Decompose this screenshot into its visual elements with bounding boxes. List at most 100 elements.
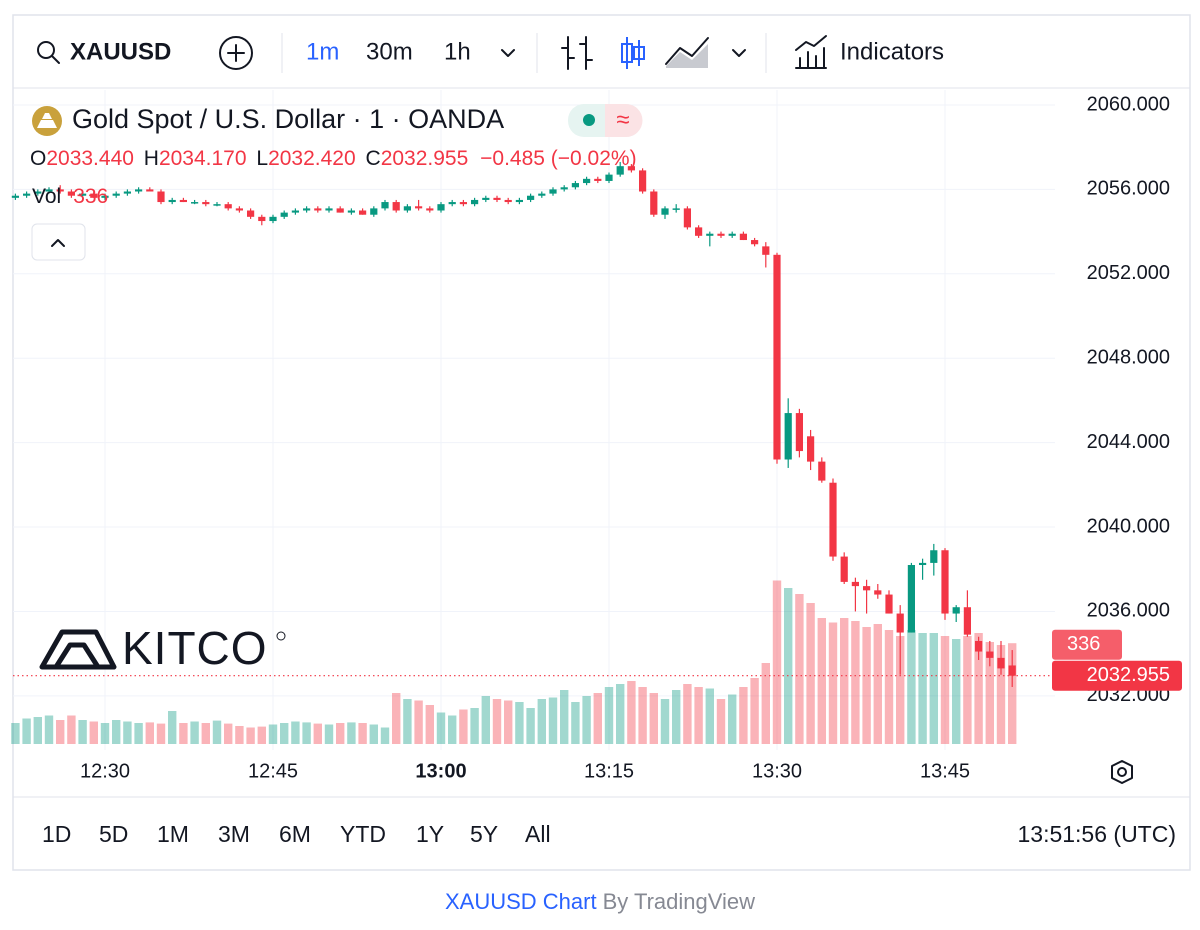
candle-body	[751, 240, 759, 245]
volume-bar	[537, 699, 546, 744]
volume-bar	[515, 702, 524, 744]
candle-body	[191, 202, 199, 204]
compare-button[interactable]	[219, 36, 253, 70]
candle-body	[874, 590, 882, 595]
kitco-logo-mark	[39, 629, 117, 670]
footer-by: By TradingView	[603, 889, 756, 914]
candle-body	[807, 436, 815, 462]
candle-body	[359, 210, 367, 215]
x-tick-label: 13:45	[920, 760, 970, 782]
candle-body	[650, 191, 658, 215]
indicators-icon[interactable]	[795, 35, 827, 69]
volume-bar	[660, 699, 670, 744]
area-icon[interactable]	[665, 37, 709, 65]
volume-bar	[448, 715, 457, 744]
candle-body	[717, 233, 725, 236]
settings-button[interactable]	[1111, 760, 1133, 784]
volume-bar	[828, 622, 838, 744]
chart-type-dropdown[interactable]	[732, 49, 746, 57]
range-button[interactable]: YTD	[340, 821, 386, 847]
interval-dropdown[interactable]	[501, 49, 515, 57]
volume-bar	[201, 723, 210, 744]
candle-body	[907, 565, 915, 633]
interval-button[interactable]: 1h	[444, 38, 471, 65]
volume-bar	[392, 693, 401, 744]
candle-body	[123, 191, 131, 194]
symbol-search[interactable]: XAUUSD	[37, 38, 171, 65]
volume-label: Vol	[32, 185, 61, 208]
volume-bar	[907, 630, 916, 744]
volume-bar	[190, 721, 199, 744]
candle-body	[616, 166, 624, 175]
volume-bar	[235, 726, 244, 744]
y-tick-label: 2052.000	[1087, 262, 1170, 284]
delay-symbol: ≈	[616, 106, 629, 133]
volume-bar	[940, 636, 950, 744]
range-button[interactable]: 1M	[157, 821, 189, 847]
volume-bar	[380, 727, 390, 744]
volume-bar	[761, 663, 770, 744]
footer-link[interactable]: XAUUSD Chart	[445, 889, 597, 914]
bars-icon[interactable]	[561, 36, 593, 70]
range-button[interactable]: 6M	[279, 821, 311, 847]
close-label: C	[366, 147, 381, 170]
candle-body	[896, 613, 904, 633]
high-value: 2034.170	[159, 147, 247, 170]
candle-body	[280, 212, 288, 217]
candle-body	[627, 166, 635, 171]
volume-bar	[78, 720, 87, 744]
candle-body	[482, 197, 490, 200]
volume-bar	[582, 696, 591, 744]
candles-icon-body	[633, 46, 645, 60]
candle-body	[79, 193, 87, 196]
candle-body	[459, 202, 467, 205]
indicators-button[interactable]: Indicators	[840, 38, 944, 65]
candle-body	[426, 208, 434, 211]
symbol[interactable]: XAUUSD	[70, 38, 171, 65]
range-button[interactable]: 5D	[99, 821, 128, 847]
volume-bar	[638, 687, 647, 744]
volume-bar	[504, 700, 513, 744]
candle-body	[67, 191, 75, 196]
range-button[interactable]: 1D	[42, 821, 71, 847]
volume-bar	[873, 624, 882, 744]
volume-bar	[459, 709, 468, 744]
range-button[interactable]: All	[525, 821, 551, 847]
interval-button[interactable]: 1m	[306, 38, 339, 65]
candle-body	[504, 199, 512, 203]
candle-body	[247, 210, 255, 217]
candle-body	[963, 607, 971, 635]
range-button[interactable]: 1Y	[416, 821, 444, 847]
candle-body	[235, 208, 243, 211]
interval-button[interactable]: 30m	[366, 38, 413, 65]
collapse-legend-button[interactable]	[31, 223, 86, 261]
volume-bar	[996, 645, 1006, 744]
candle-body	[101, 195, 109, 198]
range-button[interactable]: 5Y	[470, 821, 498, 847]
candle-body	[415, 206, 423, 209]
volume-bar	[985, 642, 994, 744]
candle-body	[549, 189, 557, 194]
candle-body	[471, 199, 479, 205]
candle-body	[706, 233, 714, 236]
volume-bar	[1008, 643, 1017, 744]
volume-bar	[291, 721, 300, 744]
volume-bar	[806, 603, 815, 744]
candles-icon[interactable]	[626, 37, 640, 69]
registered-mark	[276, 631, 286, 641]
volume-bar	[739, 687, 748, 744]
candle-body	[829, 482, 837, 557]
volume-bar	[896, 636, 905, 744]
compare-plus	[227, 44, 245, 62]
candle-body	[840, 556, 848, 582]
range-button[interactable]: 3M	[218, 821, 250, 847]
volume-bar	[918, 633, 927, 744]
candle-body	[179, 199, 187, 203]
volume-bar	[627, 681, 636, 744]
volume-bar	[974, 633, 983, 744]
volume-bar	[212, 720, 222, 744]
volume-bar	[112, 720, 121, 744]
volume-bar	[649, 693, 658, 744]
y-tick-label: 2044.000	[1087, 431, 1170, 453]
